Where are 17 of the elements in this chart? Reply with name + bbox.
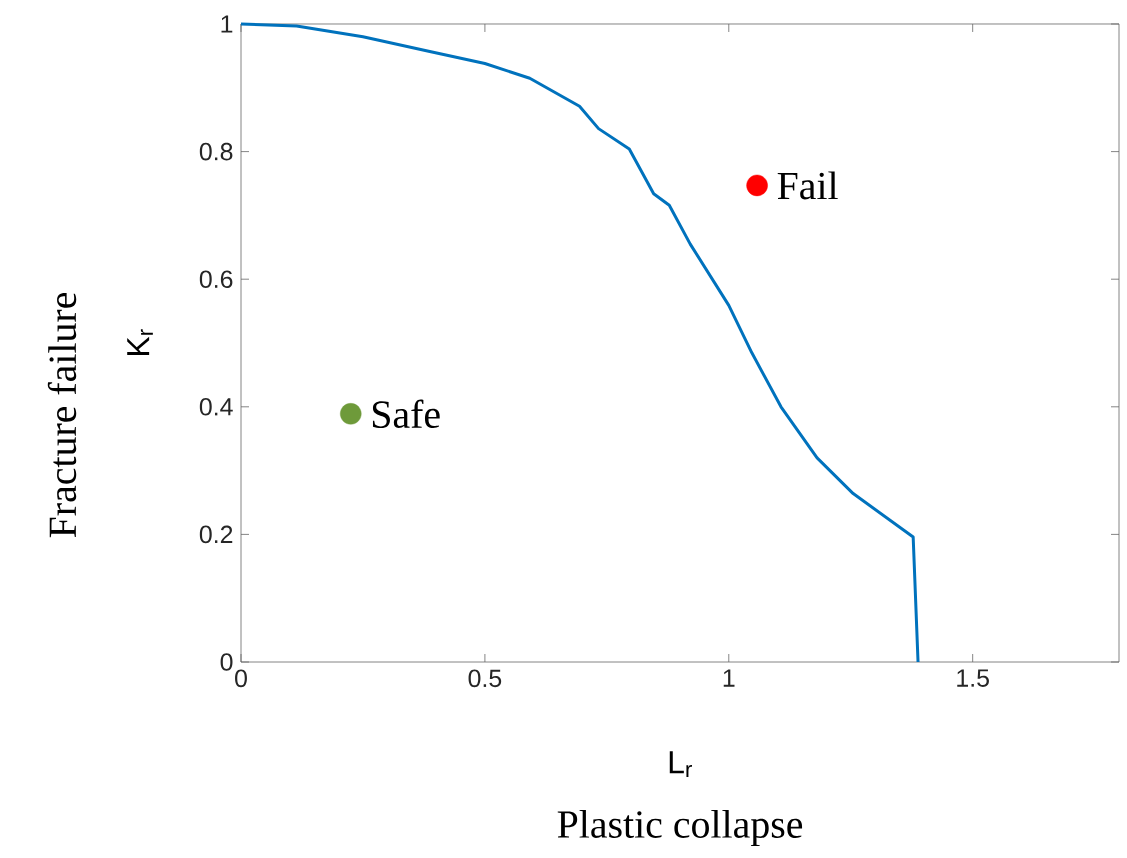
y-axis-title: K$_{r}$ (127, 329, 153, 355)
y-tick-label: 0.8 (199, 142, 233, 161)
x-axis-title: L$_{r}$ (669, 751, 692, 777)
y-tick-label: 0.6 (199, 270, 233, 289)
y-tick-label: 0 (220, 653, 233, 671)
annotation: Safe (372, 399, 440, 429)
line-series (239, 22, 920, 664)
text: Plastic collapse (557, 809, 803, 847)
x-tick-label: 1.5 (957, 669, 989, 687)
x-tick-label: 1 (723, 669, 735, 687)
y-tick-label: 1 (221, 15, 233, 33)
annotation: Fail (777, 171, 838, 200)
x-tick-label: 0 (235, 669, 247, 688)
y-tick-label: 0.2 (199, 525, 233, 544)
y-tick-label: 0.4 (199, 397, 233, 416)
x-tick-label: 0.5 (468, 669, 502, 688)
text: Fracture failure (47, 292, 77, 538)
